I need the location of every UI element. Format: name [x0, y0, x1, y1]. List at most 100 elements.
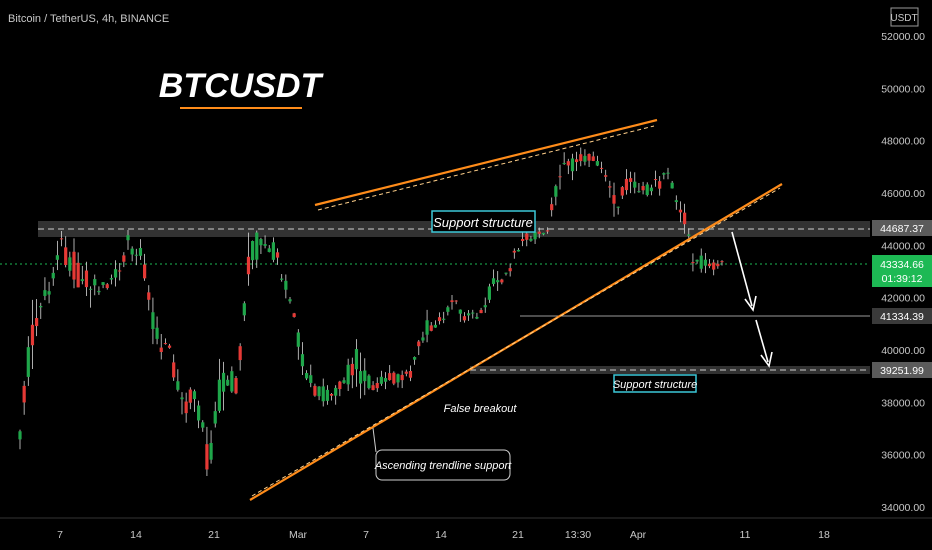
candle-body: [442, 318, 446, 320]
candle-body: [703, 259, 707, 266]
candle-body: [68, 257, 72, 271]
candle-body: [496, 280, 500, 283]
time-tick-label: 14: [435, 529, 447, 541]
candle-body: [417, 341, 421, 347]
time-tick-label: Apr: [630, 529, 647, 541]
candle-body: [570, 158, 575, 172]
candle-body: [670, 182, 674, 189]
candle-body: [305, 373, 309, 379]
candle-body: [321, 386, 325, 402]
candle-body: [209, 442, 213, 460]
candle-body: [267, 248, 271, 252]
target-2-price-label: 39251.99: [872, 362, 932, 378]
symbol-info[interactable]: Bitcoin / TetherUS, 4h, BINANCE: [8, 13, 169, 25]
candle-body: [666, 172, 670, 174]
candle-body: [695, 259, 699, 262]
candle-body: [288, 299, 292, 302]
time-tick-label: 21: [208, 529, 220, 541]
candle-body: [246, 256, 251, 275]
support-structure-top-label[interactable]: Support structure: [431, 210, 536, 233]
candle-body: [454, 300, 458, 302]
candle-body: [201, 422, 205, 428]
candle-body: [558, 176, 562, 178]
candle-body: [251, 241, 255, 261]
candle-body: [674, 200, 678, 203]
candle-body: [172, 362, 176, 378]
candle-body: [230, 371, 234, 392]
candle-body: [388, 373, 392, 381]
candle-body: [105, 284, 109, 289]
price-tick-label: 46000.00: [881, 188, 925, 200]
candle-body: [159, 347, 163, 353]
candle-body: [550, 204, 554, 211]
target-1-price-label: 41334.39: [872, 308, 932, 324]
time-tick-label: 18: [818, 529, 830, 541]
candle-body: [475, 316, 479, 319]
candle-body: [284, 280, 288, 290]
candle-body: [429, 325, 433, 331]
trendline-callout[interactable]: Ascending trendline support: [372, 427, 512, 481]
candle-body: [313, 385, 317, 396]
time-tick-label: 7: [57, 529, 63, 541]
candle-body: [51, 272, 55, 279]
candle-body: [716, 263, 720, 267]
candle-body: [383, 378, 388, 382]
candle-body: [300, 354, 305, 367]
candle-body: [143, 264, 147, 279]
upper-trendline[interactable]: [314, 118, 658, 207]
candle-body: [221, 372, 226, 392]
candle-body: [55, 255, 59, 260]
candle-body: [89, 288, 93, 290]
candle-body: [275, 252, 280, 258]
candle-body: [612, 195, 616, 204]
svg-text:Support structure: Support structure: [613, 379, 697, 391]
candle-body: [616, 206, 620, 208]
candle-body: [591, 156, 595, 161]
candle-body: [188, 389, 192, 403]
candle-body: [325, 389, 329, 401]
resistance-price-label: 44687.37: [872, 220, 932, 236]
candle-body: [26, 347, 30, 377]
candle-body: [537, 231, 541, 234]
candle-body: [72, 251, 76, 280]
candle-body: [421, 337, 425, 341]
candle-body: [126, 235, 130, 241]
candle-body: [500, 279, 504, 283]
candle-body: [43, 290, 47, 296]
upper-trendline-dashed: [317, 125, 655, 211]
candle-body: [624, 178, 629, 191]
time-tick-label: 21: [512, 529, 524, 541]
candle-body: [653, 179, 658, 181]
candle-body: [720, 261, 724, 263]
currency-badge[interactable]: [890, 7, 919, 27]
candle-body: [213, 411, 217, 424]
candle-body: [462, 316, 467, 321]
candle-body: [84, 270, 89, 288]
candle-body: [30, 324, 35, 346]
svg-text:41334.39: 41334.39: [880, 311, 924, 323]
candle-body: [18, 431, 22, 440]
candles-layer: [18, 147, 724, 477]
candle-body: [167, 345, 172, 348]
candle-body: [629, 178, 633, 182]
candle-body: [317, 386, 321, 397]
candle-body: [338, 381, 342, 390]
candle-body: [263, 244, 267, 246]
candle-body: [217, 379, 221, 411]
candle-body: [234, 378, 238, 394]
candle-body: [541, 232, 545, 235]
candle-body: [545, 230, 550, 232]
candle-body: [259, 239, 263, 246]
ascending-trendline[interactable]: [249, 183, 783, 501]
candle-body: [479, 309, 483, 314]
support-structure-bottom-label[interactable]: Support structure: [613, 374, 697, 393]
candle-body: [707, 263, 712, 267]
time-tick-label: Mar: [289, 529, 308, 541]
time-axis[interactable]: 7 14 21 Mar 7 14 21 13:30 Apr 11 18: [0, 517, 932, 541]
candle-body: [59, 238, 64, 240]
time-tick-label: 14: [130, 529, 142, 541]
candle-body: [39, 305, 43, 308]
candle-body: [687, 234, 691, 236]
candle-body: [483, 305, 487, 308]
